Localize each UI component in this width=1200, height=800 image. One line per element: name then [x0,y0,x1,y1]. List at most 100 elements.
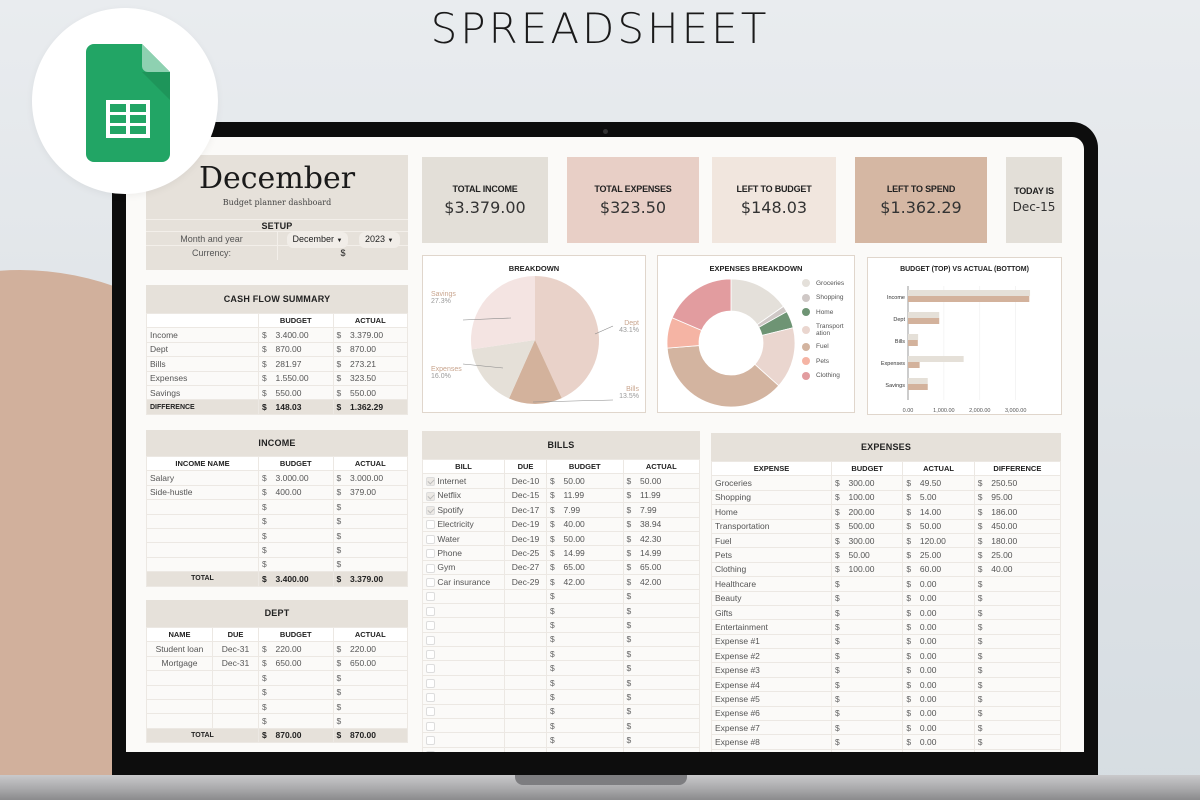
table-row[interactable]: Internet Dec-10 $50.00 $50.00 [422,473,700,489]
table-row[interactable]: Expense #7 $ $0.00 $ [711,720,1062,736]
kpi-today: TODAY IS Dec-15 [1006,157,1062,243]
month-dropdown[interactable]: December ▼ [286,232,349,248]
paid-checkbox[interactable] [426,505,435,515]
paid-checkbox[interactable] [426,592,435,602]
paid-checkbox[interactable] [426,750,435,752]
table-row[interactable]: Expense #1 $ $0.00 $ [711,633,1062,650]
dept-table: NAME DUE BUDGET ACTUAL Student loan Dec-31 $2… [146,626,408,744]
table-row[interactable]: Gifts $ $0.00 $ [711,604,1062,621]
table-row[interactable]: $$ [422,674,700,691]
paid-checkbox[interactable] [426,477,435,487]
table-row[interactable]: Netflix Dec-15 $11.99 $11.99 [422,487,700,504]
table-row[interactable]: $$ [422,617,700,633]
table-row[interactable]: Transportation $500.00 $50.00 $450.00 [711,518,1062,534]
table-row[interactable]: Home $200.00 $14.00 $186.00 [711,504,1062,520]
svg-text:Bills: Bills [895,339,905,345]
expenses-breakdown-chart[interactable]: EXPENSES BREAKDOWN Groceries Shopping Ho… [657,255,855,413]
paid-checkbox[interactable] [426,606,435,616]
table-row[interactable]: $$ [422,631,700,648]
table-row[interactable]: $$ [146,527,408,544]
table-row[interactable]: $$ [422,689,700,705]
legend-item: Fuel [802,340,854,355]
table-row[interactable]: Car insurance Dec-29 $42.00 $42.00 [422,574,700,590]
paid-checkbox[interactable] [426,736,435,746]
table-row[interactable]: $$ [422,646,700,662]
table-row[interactable]: Pets $50.00 $25.00 $25.00 [711,547,1062,563]
table-row[interactable]: Expense #6 $ $0.00 $ [711,705,1062,722]
currency-field[interactable]: $ [340,248,346,258]
paid-checkbox[interactable] [426,621,435,631]
breakdown-chart[interactable]: BREAKDOWN Savings 27.3% Dept 43.1% Expense… [422,255,646,413]
table-row[interactable]: Expense #8 $ $0.00 $ [711,734,1062,750]
table-row[interactable]: Fuel $300.00 $120.00 $180.00 [711,532,1062,549]
table-row[interactable]: $$ [422,732,700,748]
table-row[interactable]: $$ [146,684,408,700]
title-block: December Budget planner dashboard SETUP … [146,155,408,270]
table-row[interactable]: Groceries $300.00 $49.50 $250.50 [711,475,1062,491]
table-row[interactable]: $$ [422,703,700,720]
table-row[interactable]: Electricity Dec-19 $40.00 $38.94 [422,516,700,532]
legend-item: Groceries [802,276,854,291]
cash-flow-header: CASH FLOW SUMMARY [146,285,408,313]
cash-flow-table: BUDGET ACTUAL Income $3.400.00 $3.379.00 De… [146,312,408,415]
paid-checkbox[interactable] [426,534,435,544]
table-row[interactable]: Beauty $ $0.00 $ [711,590,1062,606]
table-row[interactable]: Bills $281.97 $273.21 [146,356,408,372]
paid-checkbox[interactable] [426,563,435,573]
table-row[interactable]: Salary $3.000.00 $3.000.00 [146,470,408,486]
table-row[interactable]: Expense #4 $ $0.00 $ [711,676,1062,693]
table-row[interactable]: Healthcare $ $0.00 $ [711,576,1062,592]
table-row[interactable]: Spotify Dec-17 $7.99 $7.99 [422,502,700,518]
paid-checkbox[interactable] [426,693,435,703]
table-row[interactable]: Student loan Dec-31 $220.00 $220.00 [146,641,408,657]
table-row[interactable]: $$ [146,670,408,686]
paid-checkbox[interactable] [426,649,435,659]
paid-checkbox[interactable] [426,577,435,587]
paid-checkbox[interactable] [426,491,435,501]
table-row[interactable]: $$ [422,746,700,752]
svg-text:Expenses: Expenses [881,361,905,367]
budget-vs-actual-title: BUDGET (TOP) VS ACTUAL (BOTTOM) [900,266,1029,273]
paid-checkbox[interactable] [426,664,435,674]
table-row[interactable]: Dept $870.00 $870.00 [146,341,408,358]
income-total-row: TOTAL $3.400.00 $3.379.00 [146,571,408,587]
table-row[interactable]: Expense #9$$0.00$ [711,748,1062,752]
budget-vs-actual-chart[interactable]: BUDGET (TOP) VS ACTUAL (BOTTOM) 0.00 1,00… [867,257,1062,415]
paid-checkbox[interactable] [426,678,435,688]
paid-checkbox[interactable] [426,520,435,530]
table-row[interactable]: $$ [146,556,408,573]
table-row[interactable]: Water Dec-19 $50.00 $42.30 [422,530,700,547]
table-row[interactable]: $$ [422,588,700,604]
table-row[interactable]: $$ [146,513,408,529]
dept-header: DEPT [146,600,408,627]
table-row[interactable]: Income $3.400.00 $3.379.00 [146,327,408,343]
table-row[interactable]: Mortgage Dec-31 $650.00 $650.00 [146,655,408,672]
chevron-down-icon: ▼ [387,238,394,244]
paid-checkbox[interactable] [426,635,435,645]
table-row[interactable]: $$ [422,602,700,619]
svg-text:Savings: Savings [885,383,905,389]
table-row[interactable]: Savings $550.00 $550.00 [146,384,408,401]
table-row[interactable]: $$ [146,542,408,558]
table-row[interactable]: Expense #5 $ $0.00 $ [711,691,1062,707]
table-row[interactable]: Expense #2 $ $0.00 $ [711,648,1062,664]
chevron-down-icon: ▼ [336,238,343,244]
table-row[interactable]: $$ [422,660,700,676]
paid-checkbox[interactable] [426,549,435,559]
table-row[interactable]: Phone Dec-25 $14.99 $14.99 [422,545,700,561]
table-row[interactable]: Gym Dec-27 $65.00 $65.00 [422,559,700,576]
table-row[interactable]: Side-hustle $400.00 $379.00 [146,484,408,501]
table-row[interactable]: Expenses $1.550.00 $323.50 [146,370,408,386]
table-row[interactable]: $$ [146,499,408,515]
table-row[interactable]: Expense #3 $ $0.00 $ [711,662,1062,678]
year-dropdown[interactable]: 2023 ▼ [359,232,400,248]
paid-checkbox[interactable] [426,707,435,717]
paid-checkbox[interactable] [426,721,435,731]
table-row[interactable]: Shopping $100.00 $5.00 $95.00 [711,489,1062,506]
table-row[interactable]: Entertainment $ $0.00 $ [711,619,1062,635]
table-row[interactable]: Clothing $100.00 $60.00 $40.00 [711,561,1062,578]
table-row[interactable]: $$ [146,713,408,729]
legend-item: Pets [802,354,854,369]
table-row[interactable]: $$ [146,698,408,715]
table-row[interactable]: $$ [422,718,700,734]
